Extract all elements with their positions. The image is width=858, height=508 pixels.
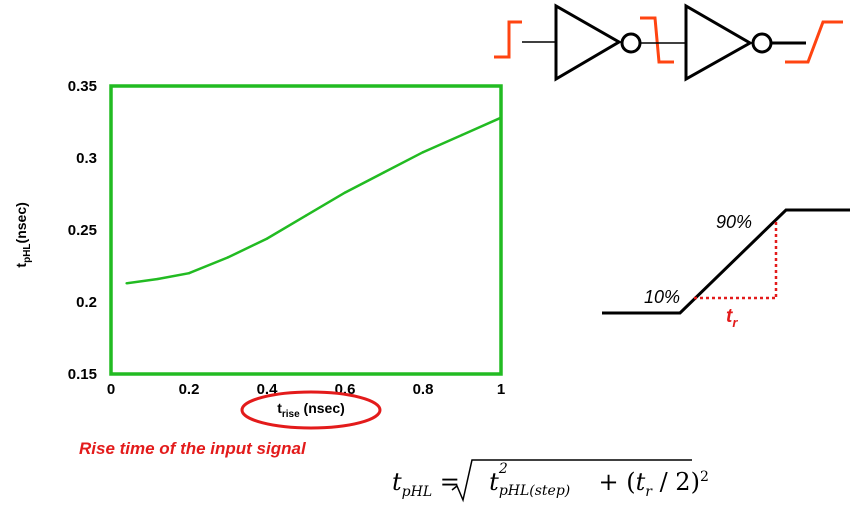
data-point (421, 151, 425, 154)
y-tick-label: 0.15 (68, 366, 97, 383)
x-axis-ticks: 0 0.2 0.4 0.6 0.8 1 (107, 381, 505, 398)
data-point (460, 133, 464, 137)
y-axis-ticks: 0.35 0.3 0.25 0.2 0.15 (68, 78, 97, 383)
ramp-tr-main: t (726, 306, 733, 327)
formula-div: / 2 (659, 468, 691, 496)
formula-rad-sup: 2 (498, 461, 508, 477)
x-axis-title-highlight (240, 390, 382, 430)
formula-paren-close: ) (690, 468, 700, 496)
inverter-1-bubble (620, 32, 642, 54)
x-axis-title-main: t (277, 400, 282, 416)
y-tick-label: 0.2 (76, 294, 97, 311)
formula-equals: = (439, 468, 460, 496)
delay-formula: tpHL = t 2 pHL(step) + (tr / 2)2 (392, 461, 709, 507)
x-tick-label: 0.2 (179, 381, 200, 398)
inverter-chain-diagram (494, 3, 843, 82)
y-axis-title-sub: pHL (21, 243, 33, 263)
formula-lhs-t: t (392, 468, 402, 496)
intermediate-waveform (640, 16, 674, 64)
y-axis-title-unit: (nsec) (13, 202, 30, 244)
formula-plus: + (598, 468, 619, 496)
ramp-label-90: 90% (716, 212, 753, 232)
formula-rad-t: t (489, 468, 499, 496)
data-point (304, 214, 308, 217)
data-point (265, 237, 269, 240)
y-axis-title: tpHL(nsec) (13, 180, 33, 290)
ramp-label-10: 10% (644, 287, 681, 307)
rise-time-ramp-diagram (602, 208, 850, 315)
data-point (125, 282, 128, 285)
x-axis-title-sub: rise (281, 408, 300, 420)
inverter-1 (554, 3, 622, 82)
ramp-tr-label: tr (726, 306, 737, 330)
data-point (499, 116, 503, 119)
formula-rad-sub: pHL(step) (498, 483, 571, 499)
sqrt-sign (451, 459, 692, 503)
data-points (125, 116, 503, 285)
input-step-waveform (494, 20, 522, 59)
data-point (382, 171, 386, 174)
data-point (343, 191, 347, 194)
data-point (226, 256, 230, 259)
inverter-2-bubble (751, 32, 773, 54)
formula-lhs-sub: pHL (401, 483, 433, 500)
x-tick-label: 0 (107, 381, 115, 398)
formula-paren-open: ( (626, 468, 636, 496)
formula-tr-sub: r (645, 483, 652, 500)
output-waveform (785, 20, 843, 64)
chart-caption: Rise time of the input signal (79, 439, 306, 458)
ramp-tr-sub: r (732, 314, 738, 330)
x-axis-title-unit: (nsec) (299, 400, 345, 416)
x-tick-label: 1 (497, 381, 505, 398)
x-axis-title: trise (nsec) (246, 400, 376, 420)
data-point (156, 277, 159, 281)
data-point (187, 272, 191, 275)
y-tick-label: 0.35 (68, 78, 97, 95)
y-tick-label: 0.25 (68, 222, 97, 239)
y-axis-title-main: t (13, 262, 30, 268)
series-line (126, 116, 502, 285)
y-tick-label: 0.3 (76, 150, 97, 167)
formula-tr-t: t (635, 468, 646, 496)
formula-outer-sup: 2 (699, 469, 709, 485)
plot-frame (109, 84, 503, 376)
x-tick-label: 0.8 (413, 381, 434, 398)
inverter-2 (684, 3, 754, 82)
ramp-waveform (602, 208, 850, 315)
